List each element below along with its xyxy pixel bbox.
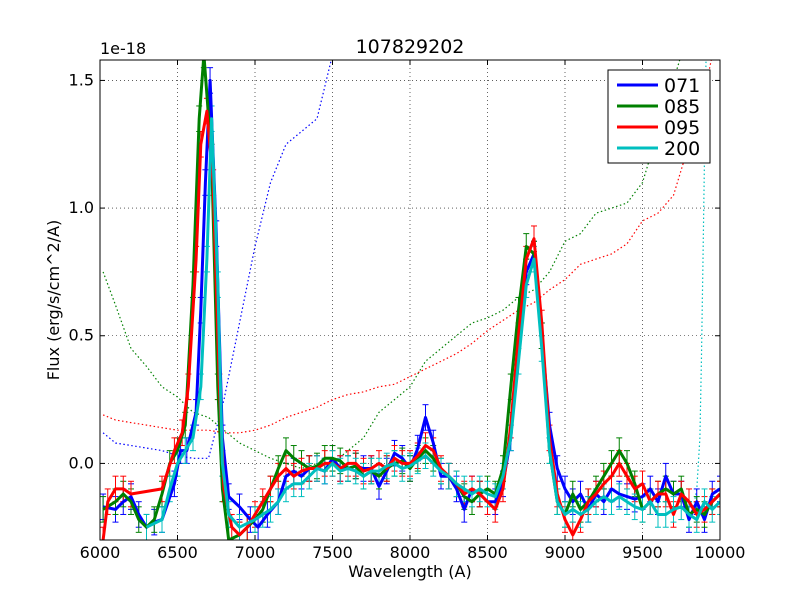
y-tick-label: 1.5 [69,70,94,89]
chart-title: 107829202 [356,36,465,58]
legend-label-071: 071 [664,75,700,97]
x-tick-label: 10000 [695,543,746,562]
x-tick-label: 7500 [312,543,353,562]
legend-label-095: 095 [664,117,700,139]
y-tick-label: 0.5 [69,326,94,345]
legend-label-085: 085 [664,96,700,118]
071-error-curve [102,60,332,459]
x-tick-label: 9000 [545,543,586,562]
x-tick-label: 6000 [80,543,121,562]
offset-text: 1e-18 [100,39,146,58]
085-error-curve [102,60,681,470]
y-tick-label: 0.0 [69,453,94,472]
series-085-line [102,60,720,540]
x-axis-label: Wavelength (A) [348,562,471,581]
ticks: 6000 6500 7000 7500 8000 8500 9000 9500 10000 0.0… [69,60,746,562]
background-curves [102,60,712,515]
x-tick-label: 6500 [157,543,198,562]
x-tick-label: 7000 [235,543,276,562]
y-axis-label: Flux (erg/s/cm^2/A) [44,220,63,381]
series-200-line [145,117,720,529]
x-tick-label: 9500 [622,543,663,562]
legend-label-200: 200 [664,138,700,160]
series-lines [101,60,720,540]
x-tick-label: 8500 [467,543,508,562]
x-tick-label: 8000 [390,543,431,562]
y-tick-label: 1.0 [69,198,94,217]
